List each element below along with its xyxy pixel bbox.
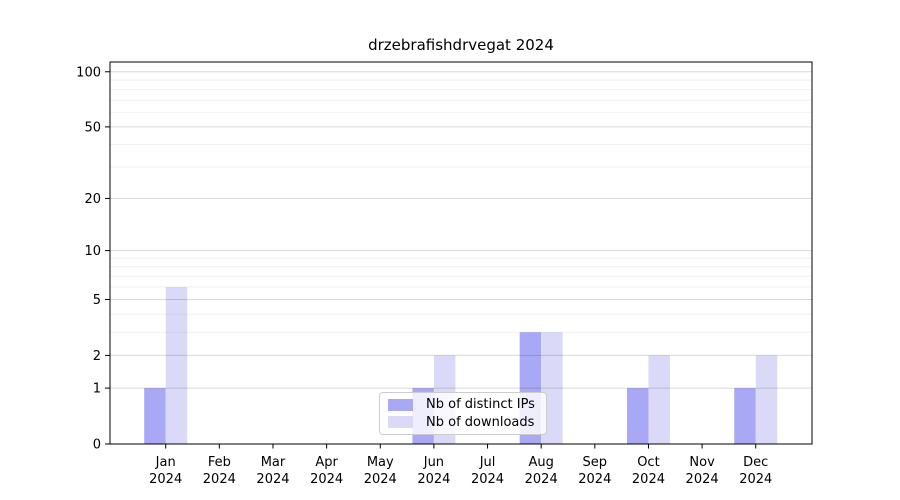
legend-label: Nb of downloads xyxy=(426,414,535,430)
bar-nb-of-distinct-ips-oct xyxy=(626,388,649,444)
x-tick-label-year: 2024 xyxy=(525,472,558,487)
x-tick-label-year: 2024 xyxy=(310,472,343,487)
x-tick-label: Jan xyxy=(155,455,176,470)
x-tick-label-year: 2024 xyxy=(203,472,236,487)
x-tick-label: Jul xyxy=(479,455,496,470)
bar-nb-of-downloads-oct xyxy=(648,355,670,444)
legend-swatch-downloads xyxy=(388,416,413,429)
bar-nb-of-downloads-jan xyxy=(165,287,188,444)
x-tick-label: Aug xyxy=(528,455,553,470)
x-tick-label-year: 2024 xyxy=(417,472,450,487)
plot-border xyxy=(109,61,813,445)
y-tick-label: 1 xyxy=(93,382,101,397)
x-tick-label: Jun xyxy=(423,455,444,470)
y-tick-label: 0 xyxy=(93,438,101,453)
x-tick-label: Oct xyxy=(637,455,659,470)
y-tick-label: 100 xyxy=(76,65,101,80)
x-tick-label-year: 2024 xyxy=(632,472,665,487)
x-tick-label-year: 2024 xyxy=(739,472,772,487)
x-tick-label: Dec xyxy=(743,455,768,470)
x-tick-label: Mar xyxy=(261,455,286,470)
bar-nb-of-downloads-dec xyxy=(755,355,778,444)
legend-item: Nb of distinct IPs xyxy=(380,397,546,413)
y-tick-label: 5 xyxy=(93,293,101,308)
y-tick-label: 10 xyxy=(84,244,101,259)
x-tick-label-year: 2024 xyxy=(256,472,289,487)
y-tick-label: 50 xyxy=(84,120,101,135)
x-tick-label-year: 2024 xyxy=(578,472,611,487)
chart-title: drzebrafishdrvegat 2024 xyxy=(368,36,554,54)
x-tick-label-year: 2024 xyxy=(364,472,397,487)
legend-item: Nb of downloads xyxy=(380,414,546,430)
legend-swatch-distinct-ips xyxy=(388,398,413,411)
y-tick-label: 2 xyxy=(93,349,101,364)
x-tick-label: Feb xyxy=(208,455,231,470)
x-tick-label-year: 2024 xyxy=(471,472,504,487)
x-tick-label: Apr xyxy=(315,455,338,470)
x-tick-label: Sep xyxy=(583,455,608,470)
bar-nb-of-distinct-ips-dec xyxy=(734,388,756,444)
bar-nb-of-distinct-ips-jan xyxy=(144,388,166,444)
x-tick-label: May xyxy=(367,455,394,470)
legend: Nb of distinct IPs Nb of downloads xyxy=(379,392,547,435)
legend-label: Nb of distinct IPs xyxy=(426,397,535,413)
x-tick-label-year: 2024 xyxy=(149,472,182,487)
y-tick-label: 20 xyxy=(84,192,101,207)
x-tick-label-year: 2024 xyxy=(686,472,719,487)
x-tick-label: Nov xyxy=(689,455,715,470)
